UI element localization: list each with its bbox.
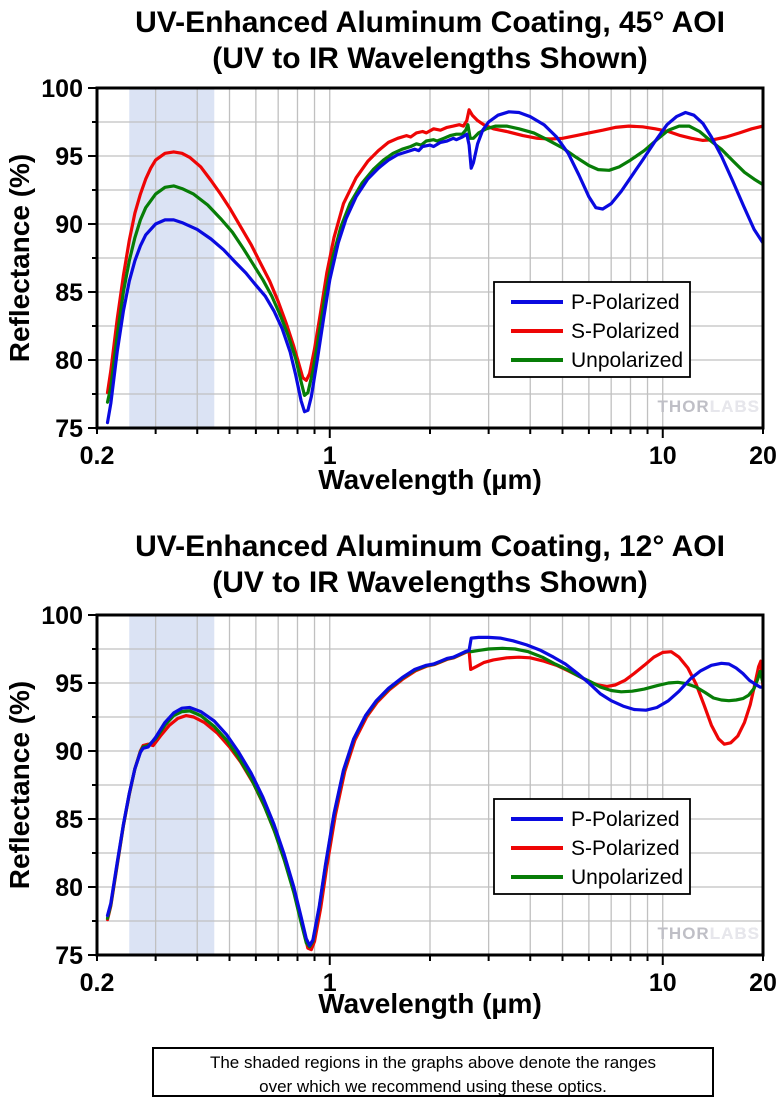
tick-labels: 0.2 1 10 20 75 80 85 90 95 100 [41, 75, 777, 470]
y-tick-label: 75 [55, 942, 83, 970]
tick-labels: 0.2 1 10 20 75 80 85 90 95 100 [41, 602, 777, 994]
legend-label-s-polarized: S-Polarized [571, 837, 680, 860]
reflectance-plot-45aoi: 0.2 1 10 20 75 80 85 90 95 100 P-Polarized S-Polari… [41, 75, 777, 470]
x-axis-label: Wavelength (µm) [318, 988, 542, 1019]
y-tick-label: 95 [55, 143, 83, 171]
series-unpolarized [105, 123, 763, 404]
axis-ticks [88, 87, 764, 438]
x-tick-label: 0.2 [80, 969, 115, 994]
y-axis-label: Reflectance (%) [4, 153, 35, 363]
footer-line-2: over which we recommend using these opti… [259, 1077, 607, 1096]
x-tick-label: 10 [649, 442, 677, 470]
chart-title: UV-Enhanced Aluminum Coating, 45° AOI [135, 6, 725, 39]
x-tick-label: 1 [323, 969, 337, 994]
x-tick-label: 20 [749, 442, 777, 470]
legend-label-s-polarized: S-Polarized [571, 320, 680, 343]
series-p-polarized [105, 635, 763, 948]
series-lines [105, 108, 763, 425]
legend: P-Polarized S-Polarized Unpolarized [493, 798, 691, 895]
chart-12aoi: UV-Enhanced Aluminum Coating, 12° AOI (U… [0, 524, 780, 1044]
plot-frame [95, 86, 765, 430]
legend-label-unpolarized: Unpolarized [571, 866, 683, 889]
watermark-labs: LABS [709, 397, 760, 416]
x-axis-label: Wavelength (µm) [318, 464, 542, 495]
y-tick-label: 75 [55, 415, 83, 443]
plot-frame [95, 613, 765, 957]
legend-label-unpolarized: Unpolarized [571, 349, 683, 372]
chart-45aoi: UV-Enhanced Aluminum Coating, 45° AOI (U… [0, 0, 780, 520]
y-tick-label: 90 [55, 738, 83, 766]
thorlabs-watermark: THORLABS [645, 924, 760, 944]
chart-title: UV-Enhanced Aluminum Coating, 12° AOI [135, 530, 725, 563]
reflectance-plot-12aoi: 0.2 1 10 20 75 80 85 90 95 100 P-Polarized S-Polari… [41, 602, 777, 994]
legend-label-p-polarized: P-Polarized [571, 291, 680, 314]
chart-subtitle: (UV to IR Wavelengths Shown) [212, 42, 648, 75]
legend-label-p-polarized: P-Polarized [571, 808, 680, 831]
y-tick-label: 95 [55, 670, 83, 698]
series-lines [105, 635, 763, 952]
watermark-thor: THOR [657, 924, 710, 943]
x-tick-label: 1 [323, 442, 337, 470]
y-tick-label: 80 [55, 347, 83, 375]
chart-subtitle: (UV to IR Wavelengths Shown) [212, 566, 648, 599]
y-tick-label: 90 [55, 211, 83, 239]
legend: P-Polarized S-Polarized Unpolarized [493, 281, 691, 378]
series-p-polarized [105, 110, 763, 425]
y-tick-label: 85 [55, 806, 83, 834]
watermark-thor: THOR [657, 397, 710, 416]
y-tick-label: 85 [55, 279, 83, 307]
y-tick-label: 100 [41, 602, 83, 630]
series-s-polarized [105, 108, 763, 395]
x-tick-label: 20 [749, 969, 777, 994]
x-tick-label: 10 [649, 969, 677, 994]
axis-ticks [88, 614, 764, 965]
x-tick-label: 0.2 [80, 442, 115, 470]
y-tick-label: 80 [55, 874, 83, 902]
footer-note: The shaded regions in the graphs above d… [152, 1047, 714, 1097]
thorlabs-watermark: THORLABS [645, 397, 760, 417]
y-axis-label: Reflectance (%) [4, 680, 35, 890]
watermark-labs: LABS [709, 924, 760, 943]
footer-line-1: The shaded regions in the graphs above d… [209, 1053, 657, 1072]
y-tick-label: 100 [41, 75, 83, 103]
grid [97, 615, 763, 955]
